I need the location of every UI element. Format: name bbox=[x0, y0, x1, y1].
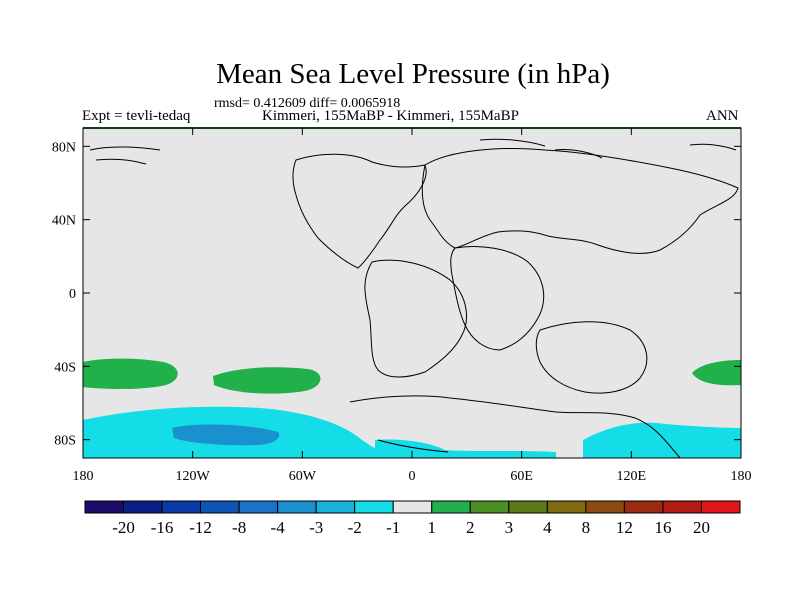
colorbar-swatch bbox=[315, 500, 356, 514]
x-tick-label: 120E bbox=[617, 469, 647, 484]
anomaly-region-negative-band-central bbox=[375, 439, 556, 458]
map-background bbox=[83, 128, 741, 458]
anomaly-region-negative-band-east bbox=[583, 422, 741, 458]
colorbar-label: -16 bbox=[151, 518, 174, 537]
x-tick-label: 180 bbox=[73, 469, 94, 484]
colorbar: -20 -16 -12 -8 -4 -3 -2 -1 1 2 3 4 8 12 16 20 bbox=[84, 500, 741, 537]
colorbar-label: -8 bbox=[232, 518, 246, 537]
colorbar-swatch bbox=[700, 500, 741, 514]
x-tick-label: 60E bbox=[510, 469, 533, 484]
x-tick-label: 0 bbox=[409, 469, 416, 484]
coastline-antarctica bbox=[349, 395, 681, 459]
x-tick-label: 180 bbox=[731, 469, 752, 484]
coastlines bbox=[89, 138, 739, 459]
colorbar-swatch bbox=[469, 500, 510, 514]
colorbar-label: 4 bbox=[543, 518, 552, 537]
colorbar-label: -3 bbox=[309, 518, 323, 537]
anomaly-region-positive-1 bbox=[83, 358, 178, 389]
x-tick-label: 120W bbox=[176, 469, 211, 484]
colorbar-label: 20 bbox=[693, 518, 710, 537]
colorbar-label: -2 bbox=[348, 518, 362, 537]
coastline-south-america bbox=[364, 259, 467, 378]
y-tick-label: 40N bbox=[52, 214, 76, 229]
y-tick-label: 80N bbox=[52, 140, 76, 155]
colorbar-swatch bbox=[277, 500, 317, 514]
chart-title: Mean Sea Level Pressure (in hPa) bbox=[216, 58, 610, 90]
colorbar-label: 16 bbox=[654, 518, 671, 537]
anomaly-fills bbox=[83, 358, 741, 458]
coastline-africa bbox=[450, 246, 545, 351]
coastline-north-america bbox=[292, 153, 427, 269]
colorbar-swatch bbox=[354, 500, 394, 514]
colorbar-swatch bbox=[123, 500, 163, 514]
colorbar-swatch bbox=[200, 500, 240, 514]
coastline-india-australia bbox=[535, 321, 648, 394]
colorbar-label: 2 bbox=[466, 518, 475, 537]
experiment-label: Expt = tevli-tedaq bbox=[82, 108, 191, 124]
colorbar-swatch bbox=[623, 500, 664, 514]
colorbar-swatch bbox=[392, 500, 433, 514]
colorbar-swatch bbox=[238, 500, 279, 514]
colorbar-label: 3 bbox=[505, 518, 514, 537]
period-label: ANN bbox=[706, 108, 739, 124]
coastline-arctic-islands bbox=[89, 138, 737, 165]
y-tick-label: 80S bbox=[54, 434, 76, 449]
y-tick-label: 0 bbox=[69, 287, 76, 302]
colorbar-swatch bbox=[546, 500, 587, 514]
anomaly-region-negative-core bbox=[172, 424, 280, 446]
colorbar-label: -4 bbox=[271, 518, 286, 537]
colorbar-label: -12 bbox=[189, 518, 212, 537]
colorbar-label: 1 bbox=[428, 518, 437, 537]
stats-label: rmsd= 0.412609 diff= 0.0065918 bbox=[214, 96, 401, 111]
colorbar-label: -20 bbox=[112, 518, 135, 537]
x-axis: 180 120W 60W 0 60E 120E 180 bbox=[73, 128, 752, 484]
colorbar-swatch bbox=[431, 500, 471, 514]
chart-subtitle: Kimmeri, 155MaBP - Kimmeri, 155MaBP bbox=[262, 108, 519, 124]
anomaly-region-positive-2 bbox=[213, 367, 321, 394]
y-tick-label: 40S bbox=[54, 360, 76, 375]
colorbar-swatch bbox=[585, 500, 625, 514]
colorbar-swatch bbox=[161, 500, 202, 514]
y-axis: 80N 40N 0 40S 80S bbox=[52, 140, 741, 449]
colorbar-swatch bbox=[508, 500, 548, 514]
colorbar-label: -1 bbox=[386, 518, 400, 537]
colorbar-swatch bbox=[84, 500, 125, 514]
colorbar-label: 12 bbox=[616, 518, 633, 537]
colorbar-label: 8 bbox=[582, 518, 591, 537]
x-tick-label: 60W bbox=[289, 469, 317, 484]
anomaly-region-positive-3 bbox=[692, 360, 741, 386]
colorbar-swatch bbox=[662, 500, 702, 514]
